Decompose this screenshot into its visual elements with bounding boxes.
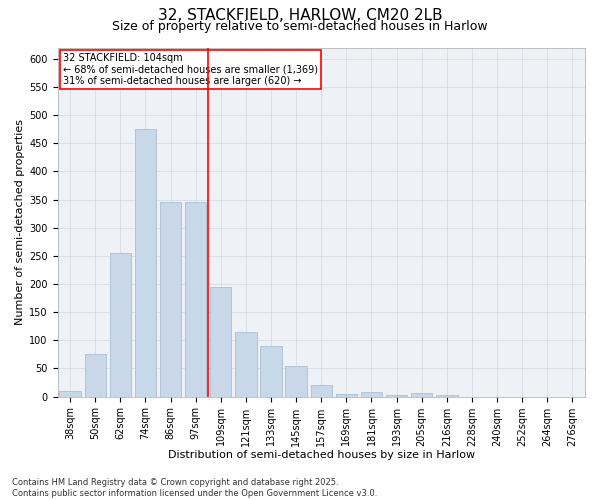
- Bar: [286, 366, 307, 396]
- Y-axis label: Number of semi-detached properties: Number of semi-detached properties: [15, 119, 25, 325]
- Bar: [85, 354, 106, 397]
- Text: 32 STACKFIELD: 104sqm
← 68% of semi-detached houses are smaller (1,369)
31% of s: 32 STACKFIELD: 104sqm ← 68% of semi-deta…: [63, 52, 318, 86]
- Bar: [311, 386, 332, 396]
- Bar: [110, 253, 131, 396]
- Text: Size of property relative to semi-detached houses in Harlow: Size of property relative to semi-detach…: [112, 20, 488, 33]
- Bar: [135, 129, 156, 396]
- Bar: [235, 332, 257, 396]
- Text: Contains HM Land Registry data © Crown copyright and database right 2025.
Contai: Contains HM Land Registry data © Crown c…: [12, 478, 377, 498]
- Bar: [361, 392, 382, 396]
- Bar: [185, 202, 206, 396]
- Bar: [260, 346, 281, 397]
- Bar: [210, 287, 232, 397]
- Bar: [336, 394, 357, 396]
- Bar: [59, 391, 81, 396]
- Bar: [411, 392, 433, 396]
- X-axis label: Distribution of semi-detached houses by size in Harlow: Distribution of semi-detached houses by …: [167, 450, 475, 460]
- Bar: [160, 202, 181, 396]
- Text: 32, STACKFIELD, HARLOW, CM20 2LB: 32, STACKFIELD, HARLOW, CM20 2LB: [158, 8, 442, 22]
